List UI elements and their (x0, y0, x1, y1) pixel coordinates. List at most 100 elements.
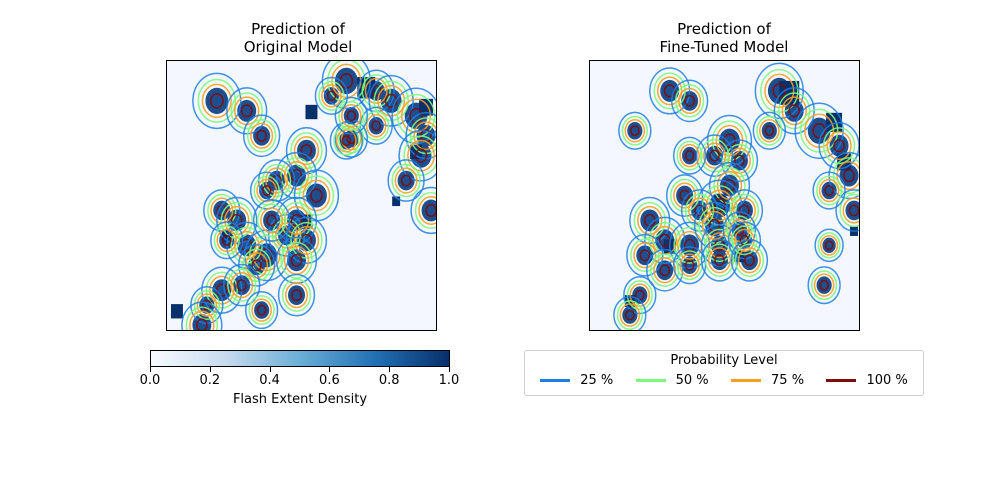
original-contour-4 (291, 289, 302, 302)
finetuned-contour-4 (625, 309, 635, 321)
finetuned-contour-1 (794, 102, 844, 159)
original-contour-3 (302, 179, 331, 212)
original-contour-3 (216, 228, 238, 253)
original-contour-2 (281, 278, 312, 312)
original-contour-1 (242, 114, 281, 158)
finetuned-contour-3 (781, 96, 807, 126)
finetuned-contour-1 (672, 136, 707, 175)
original-contour-3 (413, 121, 436, 151)
original-contour-1 (368, 74, 414, 127)
heatmap-panel-original (166, 60, 437, 331)
finetuned-contour-3 (703, 142, 727, 169)
finetuned-contour-3 (759, 118, 780, 143)
original-contour-3 (201, 83, 232, 119)
heatmap-panel-finetuned (589, 60, 860, 331)
finetuned-density-cell (816, 276, 832, 294)
original-contour-4 (196, 318, 208, 330)
finetuned-contour-2 (816, 175, 843, 206)
finetuned-contour-3 (619, 303, 641, 327)
finetuned-density-cell (632, 286, 648, 304)
finetuned-contour-3 (653, 257, 677, 284)
finetuned-contour-4 (833, 139, 845, 153)
finetuned-contour-4 (659, 264, 671, 277)
original-density-cell (397, 170, 415, 191)
original-contour-1 (314, 76, 349, 115)
finetuned-contour-4 (843, 168, 855, 183)
finetuned-contour-2 (653, 72, 686, 110)
original-contour-3 (283, 161, 310, 191)
original-contour-3 (224, 205, 250, 235)
original-contour-3 (321, 84, 342, 108)
original-contour-2 (290, 221, 323, 259)
original-contour-4 (414, 148, 428, 163)
finetuned-contour-2 (839, 193, 859, 228)
original-contour-3 (364, 77, 388, 105)
original-contour-3 (285, 282, 309, 309)
finetuned-contour-4 (684, 94, 695, 107)
original-contour-2 (280, 201, 313, 239)
finetuned-contour-2 (832, 157, 859, 195)
finetuned-contour-4 (684, 259, 695, 271)
finetuned-contour-4 (848, 204, 859, 217)
finetuned-contour-1 (670, 79, 709, 123)
finetuned-density-cell (627, 121, 643, 140)
finetuned-density-cell (719, 128, 740, 153)
finetuned-contour-2 (756, 115, 783, 146)
finetuned-contour-1 (730, 238, 769, 282)
finetuned-contour-4 (788, 104, 801, 118)
finetuned-contour-3 (679, 143, 700, 168)
original-contour-1 (398, 129, 436, 182)
original-contour-2 (247, 118, 277, 153)
original-contour-4 (425, 203, 436, 218)
colorbar-tick-label: 1.0 (438, 373, 460, 388)
original-contour-1 (223, 263, 261, 307)
finetuned-contour-4 (824, 185, 834, 196)
colorbar-gradient (151, 351, 449, 366)
colorbar-tick-label: 0.0 (139, 373, 161, 388)
legend-line-swatch (731, 379, 762, 382)
finetuned-contour-1 (720, 139, 759, 183)
original-contour-1 (252, 199, 291, 242)
original-contour-3 (251, 298, 272, 322)
original-contour-4 (236, 279, 248, 292)
finetuned-contour-1 (752, 111, 787, 150)
original-contour-1 (181, 301, 223, 330)
finetuned-contour-1 (695, 134, 734, 178)
finetuned-contour-4 (764, 125, 775, 137)
original-contour-3 (341, 104, 362, 128)
original-contour-4 (310, 188, 323, 203)
original-contour-2 (193, 290, 220, 321)
finetuned-contour-1 (618, 111, 652, 150)
finetuned-contour-2 (822, 127, 856, 165)
finetuned-contour-3 (819, 234, 839, 256)
finetuned-contour-4 (639, 249, 651, 262)
finetuned-density-cell (713, 194, 726, 209)
finetuned-contour-1 (814, 228, 844, 263)
original-contour-2 (213, 225, 240, 256)
finetuned-contour-3 (678, 87, 702, 114)
finetuned-density-cell (682, 256, 698, 275)
colorbar-tick-label: 0.6 (319, 373, 340, 388)
finetuned-contour-2 (726, 215, 753, 246)
finetuned-contour-3 (701, 210, 728, 240)
finetuned-contour-2 (670, 178, 700, 213)
finetuned-contour-4 (744, 254, 755, 267)
original-contour-4 (371, 120, 382, 132)
finetuned-contour-1 (613, 295, 647, 330)
original-contour-3 (394, 167, 418, 194)
original-contour-2 (338, 100, 365, 131)
finetuned-contour-2 (734, 243, 765, 277)
finetuned-contour-4 (694, 204, 705, 217)
original-density-cell (254, 301, 270, 319)
finetuned-contour-3 (836, 161, 859, 191)
finetuned-contour-2 (699, 138, 730, 173)
finetuned-contour-4 (819, 279, 829, 291)
colorbar-tick (269, 367, 271, 372)
finetuned-contour-3 (657, 76, 683, 106)
original-contour-4 (221, 234, 232, 246)
original-density-cell (205, 87, 229, 115)
finetuned-contour-1 (668, 221, 711, 269)
panel-title-original-line1: Prediction of (251, 20, 345, 38)
original-contour-3 (365, 114, 387, 138)
finetuned-density-cell (682, 146, 698, 165)
